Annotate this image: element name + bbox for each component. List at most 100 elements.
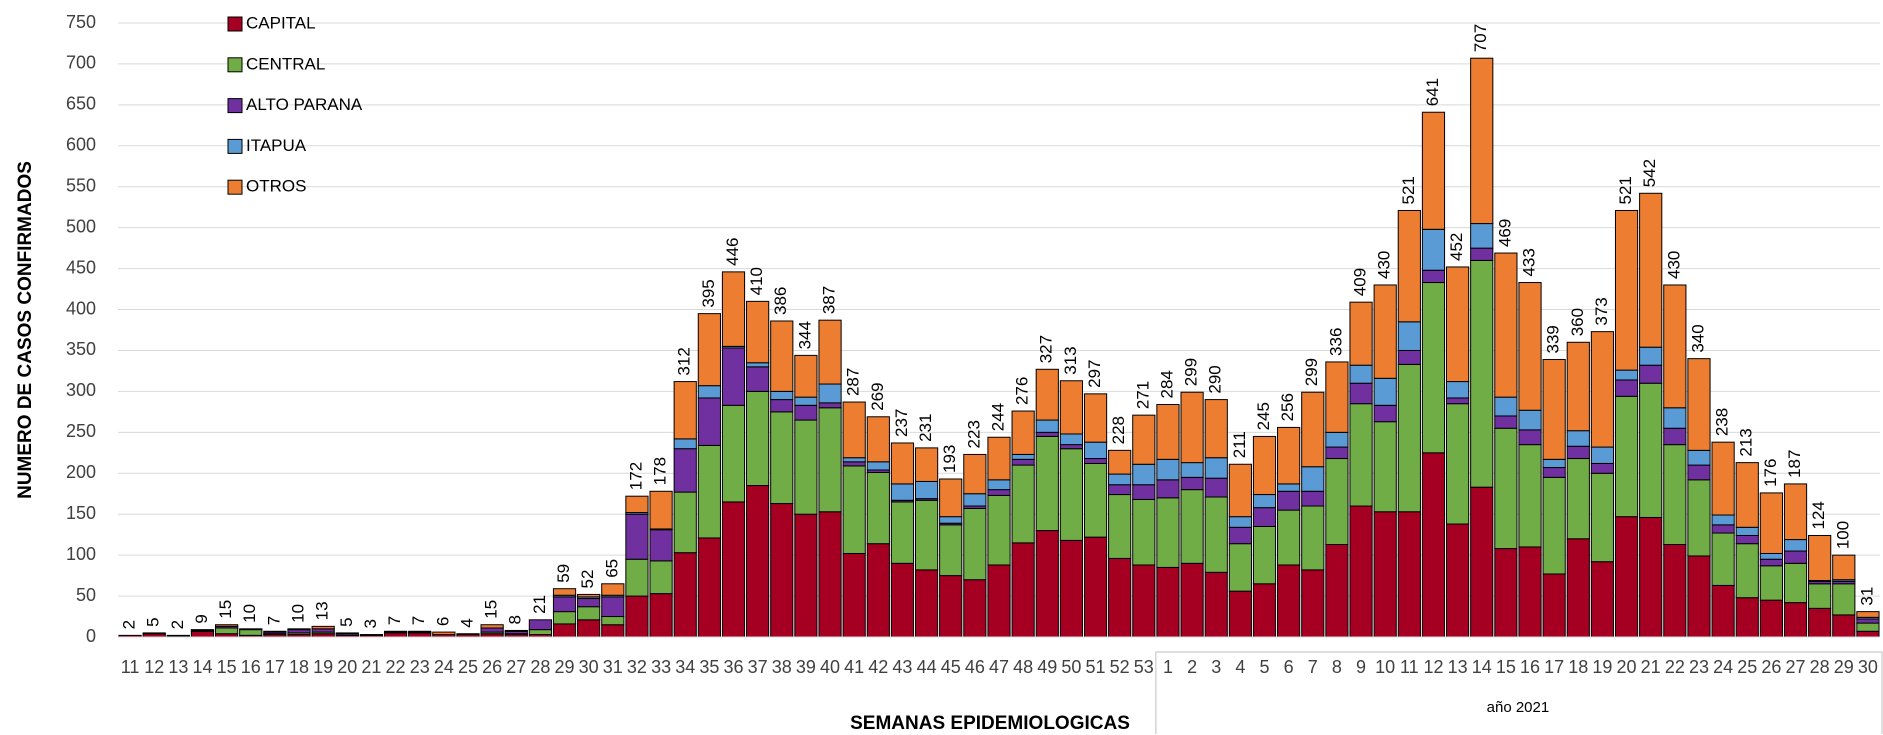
bar-segment [1832, 614, 1856, 638]
bar-segment [1590, 462, 1615, 474]
bar-segment [1035, 435, 1059, 532]
x-tick-label: 30 [579, 657, 599, 677]
total-label: 707 [1471, 24, 1490, 52]
total-label: 297 [1085, 359, 1104, 387]
bar-segment [939, 524, 963, 577]
total-label: 469 [1495, 219, 1514, 247]
bar-segment [1494, 252, 1518, 398]
bar-segment [1663, 444, 1687, 545]
bar-segment [1301, 391, 1325, 468]
bar-segment [721, 501, 746, 638]
bar-segment [746, 485, 770, 638]
x-tick-label: 13 [168, 657, 188, 677]
total-label: 386 [771, 287, 790, 315]
group-box [1155, 651, 1883, 734]
x-tick-label: 19 [313, 657, 333, 677]
bar-segment [1325, 446, 1349, 460]
total-label: 193 [940, 445, 959, 473]
bar-segment [1156, 403, 1180, 460]
total-label: 7 [385, 616, 404, 625]
legend-label: CENTRAL [246, 54, 325, 73]
bar-segment [1614, 369, 1639, 381]
x-tick-label: 37 [748, 657, 768, 677]
bar-segment [1132, 498, 1156, 566]
bar-segment [1445, 397, 1470, 405]
bar-segment [842, 465, 866, 554]
total-label: 4 [457, 618, 476, 627]
bar-segment [1614, 395, 1639, 518]
bar-segment [359, 634, 384, 636]
bar-segment [1856, 611, 1880, 618]
legend-swatch [227, 57, 243, 73]
bar-segment [456, 633, 480, 636]
x-tick-label: 23 [1689, 657, 1709, 677]
bar-segment [1470, 486, 1494, 638]
bar-segment [1566, 430, 1590, 447]
bar-segment [987, 489, 1011, 496]
legend-label: ALTO PARANA [246, 95, 363, 114]
x-tick-label: 19 [1592, 657, 1612, 677]
bar-segment [1228, 590, 1252, 638]
x-tick-label: 20 [337, 657, 357, 677]
bar-segment [1083, 536, 1108, 638]
bar-segment [1301, 490, 1325, 507]
total-label: 31 [1857, 587, 1876, 606]
x-tick-label: 38 [772, 657, 792, 677]
bar-segment [577, 606, 601, 621]
bar-segment [1663, 543, 1687, 638]
total-label: 339 [1544, 325, 1563, 353]
x-tick-label: 27 [506, 657, 526, 677]
total-label: 9 [192, 614, 211, 623]
bar-segment [577, 619, 601, 638]
total-label: 211 [1230, 431, 1249, 458]
x-tick-label: 2 [1187, 657, 1197, 677]
bar-segment [1011, 453, 1035, 460]
bar-segment [1711, 584, 1735, 638]
bar-segment [914, 499, 939, 571]
bar-segment [1590, 561, 1615, 638]
bar-segment [1494, 548, 1518, 638]
total-label: 433 [1519, 248, 1538, 276]
bar-segment [1325, 431, 1349, 448]
total-label: 231 [916, 414, 935, 442]
bar-segment [1180, 476, 1204, 491]
total-label: 15 [482, 600, 501, 619]
bar-segment [1277, 483, 1301, 492]
bar-segment [1277, 426, 1301, 485]
total-label: 641 [1423, 78, 1442, 106]
bar-segment [1325, 543, 1349, 638]
bar-segment [1228, 543, 1252, 592]
x-tick-label: 41 [844, 657, 864, 677]
bar-segment [1494, 396, 1518, 417]
bar-segment [1735, 534, 1759, 545]
bar-segment [1445, 381, 1470, 399]
bar-segment [1180, 462, 1204, 478]
bar-segment [552, 596, 577, 613]
bar-segment [1373, 377, 1397, 406]
bar-segment [818, 407, 842, 513]
bar-segment [1228, 516, 1252, 528]
bar-segment [697, 537, 721, 638]
total-label: 223 [964, 420, 983, 448]
total-label: 299 [1302, 358, 1321, 386]
bar-segment [408, 632, 432, 638]
bar-segment [1759, 552, 1783, 560]
y-tick-label: 650 [66, 94, 96, 114]
bar-segment [842, 552, 866, 638]
bar-segment [311, 625, 335, 630]
bar-segment [1204, 399, 1228, 459]
x-tick-label: 3 [1211, 657, 1221, 677]
bar-segment [1735, 526, 1759, 536]
bar-segment [890, 562, 915, 638]
y-tick-label: 500 [66, 216, 96, 236]
bar-segment [1011, 458, 1035, 466]
x-tick-label: 33 [651, 657, 671, 677]
bar-segment [601, 596, 625, 618]
bar-segment [673, 448, 697, 493]
total-label: 213 [1737, 428, 1756, 456]
bar-segment [1252, 525, 1277, 585]
bar-segment [649, 593, 673, 638]
x-tick-label: 23 [410, 657, 430, 677]
bar-segment [1180, 562, 1204, 638]
bar-segment [408, 630, 432, 633]
